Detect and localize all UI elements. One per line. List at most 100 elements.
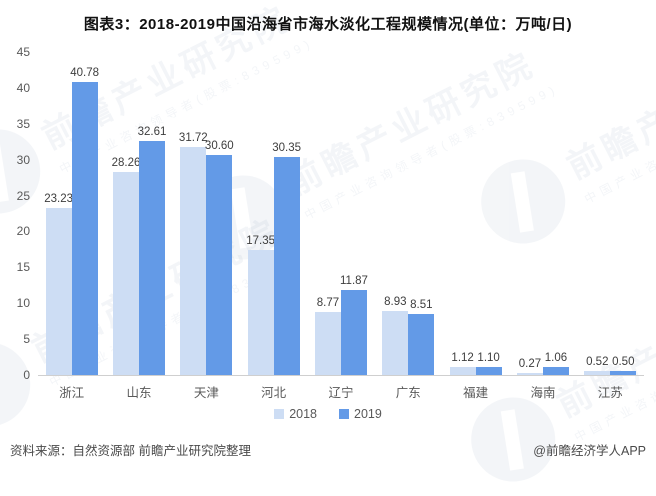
bar-2019-河北 <box>273 157 300 375</box>
bar-slot: 23.23 <box>44 52 74 375</box>
source-text: 资料来源：自然资源部 前瞻产业研究院整理 <box>10 444 251 458</box>
bar-2019-广东 <box>408 314 435 375</box>
bar-group: 31.72 30.60 天津 <box>173 52 240 400</box>
bar-2018-广东 <box>382 311 409 375</box>
x-tick-label: 江苏 <box>597 386 623 400</box>
y-tick-label: 20 <box>16 224 30 239</box>
chart-title: 图表3：2018-2019中国沿海省市海水淡化工程规模情况(单位：万吨/日) <box>83 16 573 33</box>
bar-2018-山东 <box>112 172 139 375</box>
y-tick-label: 15 <box>16 260 30 275</box>
bar-2018-河北 <box>247 250 274 375</box>
bar-slot: 32.61 <box>137 52 167 375</box>
bar-pair: 17.35 30.35 <box>246 52 302 375</box>
bar-pair: 28.26 32.61 <box>111 52 167 375</box>
bar-2019-辽宁 <box>340 290 367 375</box>
bar-2019-江苏 <box>610 371 637 375</box>
bar-2019-浙江 <box>71 82 98 375</box>
bar-group: 0.27 1.06 海南 <box>509 52 576 400</box>
bar-slot: 31.72 <box>178 52 208 375</box>
bar-2018-浙江 <box>45 208 72 375</box>
bar-2018-天津 <box>180 147 207 375</box>
legend-item-2018[interactable]: 2018 <box>274 407 317 421</box>
bar-group: 1.12 1.10 福建 <box>442 52 509 400</box>
value-label: 32.61 <box>137 126 167 138</box>
bar-slot: 1.12 <box>449 52 476 375</box>
bar-slot: 8.77 <box>314 52 341 375</box>
bar-slot: 1.10 <box>475 52 502 375</box>
bar-group: 8.77 11.87 辽宁 <box>307 52 374 400</box>
bar-slot: 0.27 <box>516 52 543 375</box>
value-label: 1.10 <box>477 352 500 364</box>
bar-2018-福建 <box>449 367 476 375</box>
value-label: 30.60 <box>204 140 234 152</box>
bar-2018-海南 <box>516 373 543 375</box>
bar-2019-天津 <box>206 155 233 375</box>
y-tick-label: 10 <box>16 296 30 311</box>
bar-group: 0.52 0.50 江苏 <box>577 52 644 400</box>
value-label: 23.23 <box>44 193 74 205</box>
bar-2019-福建 <box>475 367 502 375</box>
bar-pair: 0.52 0.50 <box>584 52 637 375</box>
x-tick-label: 海南 <box>530 386 556 400</box>
x-tick-label: 河北 <box>261 386 287 400</box>
bar-slot: 0.50 <box>610 52 637 375</box>
bar-pair: 31.72 30.60 <box>178 52 234 375</box>
legend-swatch-icon <box>274 409 285 419</box>
bar-group: 28.26 32.61 山东 <box>105 52 172 400</box>
bar-pair: 23.23 40.78 <box>44 52 100 375</box>
y-tick-label: 45 <box>16 45 30 59</box>
y-tick-label: 40 <box>16 80 30 95</box>
bar-slot: 30.35 <box>272 52 302 375</box>
bar-pair: 8.77 11.87 <box>314 52 368 375</box>
legend-swatch-icon <box>339 409 349 419</box>
bar-chart: 图表3：2018-2019中国沿海省市海水淡化工程规模情况(单位：万吨/日) 0… <box>0 16 656 458</box>
bar-group: 17.35 30.35 河北 <box>240 52 307 400</box>
value-label: 0.50 <box>612 356 635 368</box>
legend-label: 2019 <box>354 407 382 421</box>
value-label: 31.72 <box>178 132 208 144</box>
bar-2019-山东 <box>138 141 165 375</box>
value-label: 30.35 <box>272 142 302 154</box>
bar-group: 23.23 40.78 浙江 <box>38 52 105 400</box>
x-tick-label: 福建 <box>463 386 489 400</box>
bar-slot: 28.26 <box>111 52 141 375</box>
plot-area: 23.23 40.78 浙江 28.26 32.61 山东 31.72 30.60 天津 17.3… <box>38 52 644 400</box>
x-tick-label: 浙江 <box>59 386 85 400</box>
value-label: 0.52 <box>586 356 609 368</box>
value-label: 11.87 <box>340 275 368 287</box>
credit-text: @前瞻经济学人APP <box>533 444 646 458</box>
bar-pair: 0.27 1.06 <box>516 52 569 375</box>
bar-slot: 8.93 <box>382 52 409 375</box>
bar-pair: 1.12 1.10 <box>449 52 502 375</box>
y-tick-label: 5 <box>23 332 30 347</box>
bar-slot: 40.78 <box>70 52 100 375</box>
bar-slot: 0.52 <box>584 52 611 375</box>
legend-item-2019[interactable]: 2019 <box>339 407 382 421</box>
value-label: 40.78 <box>70 67 100 79</box>
value-label: 17.35 <box>246 235 276 247</box>
bar-slot: 30.60 <box>204 52 234 375</box>
x-tick-label: 天津 <box>193 386 219 400</box>
bar-2019-海南 <box>542 367 569 375</box>
bar-2018-辽宁 <box>314 312 341 375</box>
bar-2018-江苏 <box>584 371 611 375</box>
legend: 2018 2019 <box>0 407 656 421</box>
value-label: 0.27 <box>518 358 542 370</box>
value-label: 8.77 <box>316 297 340 309</box>
y-tick-label: 0 <box>23 368 30 382</box>
y-tick-label: 35 <box>16 116 30 131</box>
value-label: 28.26 <box>111 157 141 169</box>
x-tick-label: 辽宁 <box>328 386 354 400</box>
value-label: 8.93 <box>384 296 407 308</box>
x-tick-label: 广东 <box>395 386 421 400</box>
bar-group: 8.93 8.51 广东 <box>375 52 442 400</box>
bar-slot: 8.51 <box>408 52 435 375</box>
legend-label: 2018 <box>289 407 317 421</box>
value-label: 8.51 <box>410 299 433 311</box>
bar-slot: 11.87 <box>340 52 368 375</box>
y-tick-label: 30 <box>16 152 30 167</box>
bar-slot: 17.35 <box>246 52 276 375</box>
x-tick-label: 山东 <box>126 386 152 400</box>
bar-pair: 8.93 8.51 <box>382 52 435 375</box>
value-label: 1.06 <box>544 352 568 364</box>
